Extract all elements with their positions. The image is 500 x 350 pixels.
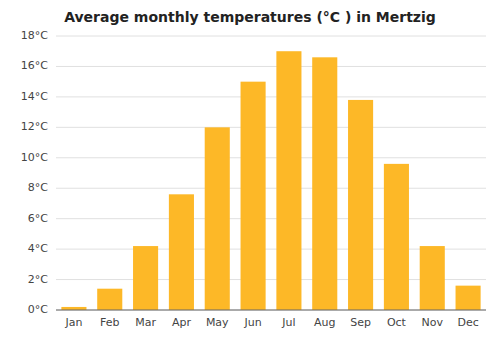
x-axis-line bbox=[56, 310, 486, 311]
grid-line bbox=[56, 157, 486, 158]
bar bbox=[276, 51, 301, 310]
chart-title: Average monthly temperatures (°C ) in Me… bbox=[64, 9, 436, 25]
y-tick-label: 14°C bbox=[21, 90, 48, 103]
y-tick-label: 12°C bbox=[21, 120, 48, 133]
y-tick-label: 8°C bbox=[28, 181, 48, 194]
x-tick-label: Dec bbox=[457, 316, 478, 329]
bar bbox=[384, 164, 409, 310]
bar bbox=[241, 82, 266, 310]
x-tick-label: Jul bbox=[281, 316, 295, 329]
grid-line bbox=[56, 96, 486, 97]
x-tick-label: Nov bbox=[422, 316, 444, 329]
grid-line bbox=[56, 218, 486, 219]
chart-container: 0°C 2°C 4°C 6°C 8°C 10°C 12°C 14°C 16°C 18°C Jan Fe… bbox=[0, 0, 500, 350]
x-axis: Jan Feb Mar Apr May Jun Jul Aug Sep Oct Nov Dec bbox=[56, 310, 486, 329]
bar bbox=[420, 246, 445, 310]
y-tick-label: 4°C bbox=[28, 242, 48, 255]
bar bbox=[205, 127, 230, 310]
x-tick-label: Feb bbox=[100, 316, 119, 329]
x-tick-label: Aug bbox=[314, 316, 335, 329]
y-axis: 0°C 2°C 4°C 6°C 8°C 10°C 12°C 14°C 16°C 18°C bbox=[21, 29, 48, 316]
grid-line bbox=[56, 127, 486, 128]
x-tick-label: Mar bbox=[135, 316, 156, 329]
grid-line bbox=[56, 310, 486, 311]
grid bbox=[56, 36, 486, 310]
y-tick-label: 10°C bbox=[21, 151, 48, 164]
chart-svg: 0°C 2°C 4°C 6°C 8°C 10°C 12°C 14°C 16°C 18°C Jan Fe… bbox=[0, 0, 500, 350]
bar bbox=[97, 289, 122, 310]
x-tick-label: May bbox=[206, 316, 229, 329]
y-tick-label: 6°C bbox=[28, 212, 48, 225]
y-tick-label: 18°C bbox=[21, 29, 48, 42]
bars bbox=[61, 51, 480, 310]
bar bbox=[169, 194, 194, 310]
x-tick-label: Jun bbox=[243, 316, 261, 329]
bar bbox=[312, 57, 337, 310]
bar bbox=[133, 246, 158, 310]
x-tick-label: Apr bbox=[172, 316, 192, 329]
grid-line bbox=[56, 188, 486, 189]
bar bbox=[348, 100, 373, 310]
bar bbox=[456, 286, 481, 310]
grid-line bbox=[56, 36, 486, 37]
y-tick-label: 2°C bbox=[28, 273, 48, 286]
x-tick-label: Oct bbox=[387, 316, 407, 329]
grid-line bbox=[56, 66, 486, 67]
y-tick-label: 0°C bbox=[28, 303, 48, 316]
x-tick-label: Sep bbox=[350, 316, 371, 329]
x-tick-label: Jan bbox=[64, 316, 82, 329]
y-tick-label: 16°C bbox=[21, 59, 48, 72]
